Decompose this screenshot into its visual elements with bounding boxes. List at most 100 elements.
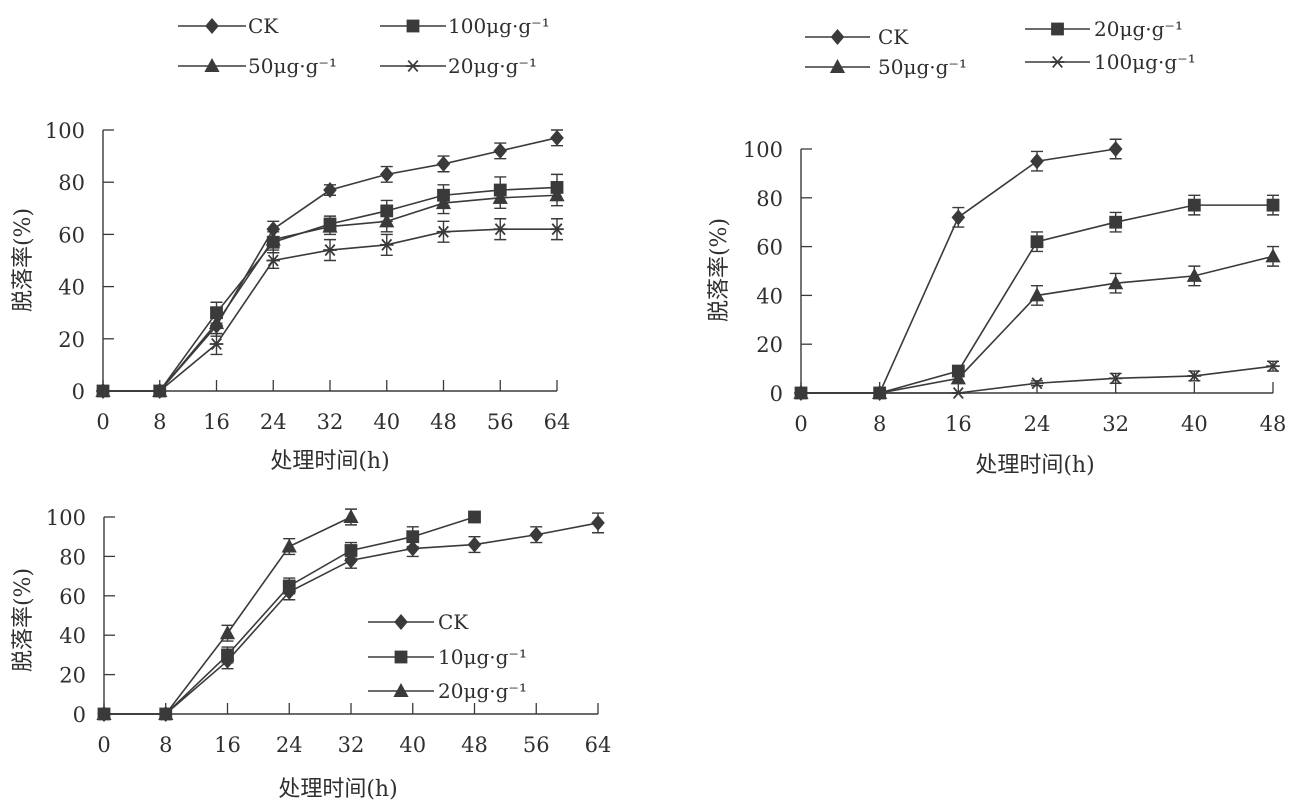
y-axis-title: 脱落率(%) bbox=[11, 208, 36, 312]
data-point bbox=[951, 386, 966, 400]
y-tick-label: 20 bbox=[59, 664, 86, 688]
legend-marker bbox=[830, 29, 845, 45]
series-line bbox=[801, 148, 1116, 394]
series-line bbox=[801, 255, 1274, 394]
data-point bbox=[343, 509, 359, 523]
x-axis-title: 处理时间(h) bbox=[278, 777, 397, 802]
y-tick-label: 80 bbox=[58, 171, 85, 195]
y-tick-label: 0 bbox=[770, 382, 783, 406]
legend-label: CK bbox=[248, 14, 279, 38]
data-point bbox=[209, 337, 224, 351]
legend-marker bbox=[393, 683, 409, 697]
data-point bbox=[468, 510, 481, 524]
legend-label: CK bbox=[878, 25, 909, 49]
y-tick-label: 80 bbox=[756, 187, 783, 211]
data-point bbox=[493, 223, 508, 236]
data-point bbox=[1029, 287, 1045, 302]
y-tick-label: 60 bbox=[59, 585, 86, 609]
data-point bbox=[951, 209, 966, 226]
data-point bbox=[872, 386, 887, 400]
x-tick-label: 8 bbox=[873, 412, 886, 436]
data-point bbox=[1109, 215, 1123, 229]
x-tick-label: 8 bbox=[153, 410, 166, 434]
data-point bbox=[219, 625, 236, 640]
data-point bbox=[158, 706, 174, 720]
y-tick-label: 60 bbox=[58, 223, 85, 247]
legend-entry: 20μg·g⁻¹ bbox=[368, 679, 527, 703]
legend-entry: CK bbox=[805, 25, 909, 49]
y-tick-label: 40 bbox=[59, 624, 86, 648]
data-point bbox=[282, 579, 296, 593]
x-tick-label: 48 bbox=[1260, 412, 1287, 436]
x-tick-label: 56 bbox=[487, 410, 514, 434]
x-tick-label: 0 bbox=[96, 410, 109, 434]
data-point bbox=[1108, 372, 1123, 385]
legend-marker bbox=[204, 58, 220, 72]
series-3 bbox=[96, 218, 564, 398]
y-tick-label: 60 bbox=[756, 236, 783, 260]
data-point bbox=[550, 129, 564, 146]
legend-label: 10μg·g⁻¹ bbox=[438, 645, 527, 669]
data-point bbox=[1187, 369, 1202, 382]
y-tick-label: 40 bbox=[756, 284, 783, 308]
legend-entry: 50μg·g⁻¹ bbox=[178, 54, 337, 78]
data-point bbox=[323, 182, 337, 199]
data-point bbox=[550, 223, 564, 236]
data-point bbox=[950, 370, 966, 385]
x-tick-label: 8 bbox=[159, 733, 172, 757]
chart-panel-a: 0 8 16 24 32 40 48 56 64 0 20 40 60 80 100 处理时间(h) 脱落率(%… bbox=[11, 14, 570, 474]
x-tick-label: 16 bbox=[945, 412, 972, 436]
legend-entry: 50μg·g⁻¹ bbox=[805, 55, 967, 79]
x-tick-label: 16 bbox=[203, 410, 230, 434]
series-2 bbox=[793, 245, 1281, 399]
legend-entry: 20μg·g⁻¹ bbox=[380, 54, 537, 78]
legend-marker bbox=[1051, 22, 1064, 36]
data-point bbox=[436, 155, 451, 172]
y-tick-label: 0 bbox=[72, 380, 85, 404]
data-point bbox=[406, 530, 420, 544]
data-point bbox=[1030, 153, 1044, 170]
series-2 bbox=[96, 508, 359, 720]
legend-entry: 20μg·g⁻¹ bbox=[1025, 17, 1183, 41]
data-point bbox=[435, 195, 452, 210]
x-tick-label: 24 bbox=[276, 733, 303, 757]
series-3 bbox=[794, 360, 1280, 400]
x-tick-label: 40 bbox=[1181, 412, 1208, 436]
series-line bbox=[104, 516, 352, 715]
x-tick-label: 32 bbox=[317, 410, 344, 434]
data-point bbox=[1030, 377, 1044, 390]
x-tick-label: 16 bbox=[214, 733, 241, 757]
series-0 bbox=[96, 129, 564, 399]
data-point bbox=[379, 238, 394, 251]
data-point bbox=[591, 514, 605, 531]
y-tick-label: 100 bbox=[46, 506, 86, 530]
y-tick-label: 20 bbox=[58, 328, 85, 352]
data-point bbox=[96, 384, 110, 398]
y-tick-label: 20 bbox=[756, 333, 783, 357]
series-line bbox=[103, 137, 558, 392]
x-tick-label: 32 bbox=[338, 733, 365, 757]
legend-marker bbox=[1050, 55, 1065, 69]
x-tick-label: 64 bbox=[544, 410, 571, 434]
x-tick-label: 32 bbox=[1102, 412, 1129, 436]
data-point bbox=[529, 526, 544, 543]
data-point bbox=[493, 142, 508, 159]
x-tick-label: 48 bbox=[430, 410, 457, 434]
chart-panel-b: 0 8 16 24 32 40 48 0 20 40 60 80 100 处理时间(h) 脱落率(%) CK 2… bbox=[707, 17, 1286, 478]
data-point bbox=[323, 244, 337, 257]
y-tick-label: 100 bbox=[743, 138, 783, 162]
data-point bbox=[436, 225, 451, 238]
legend-marker bbox=[406, 19, 420, 33]
y-axis-title: 脱落率(%) bbox=[11, 568, 36, 672]
series-2 bbox=[95, 184, 565, 397]
x-tick-label: 24 bbox=[260, 410, 287, 434]
data-point bbox=[1266, 360, 1280, 373]
data-point bbox=[1030, 235, 1044, 249]
data-point bbox=[379, 213, 395, 228]
x-axis-title: 处理时间(h) bbox=[270, 449, 389, 474]
data-point bbox=[549, 187, 565, 202]
x-tick-label: 48 bbox=[461, 733, 488, 757]
data-point bbox=[266, 254, 281, 267]
legend-label: 20μg·g⁻¹ bbox=[438, 679, 527, 703]
